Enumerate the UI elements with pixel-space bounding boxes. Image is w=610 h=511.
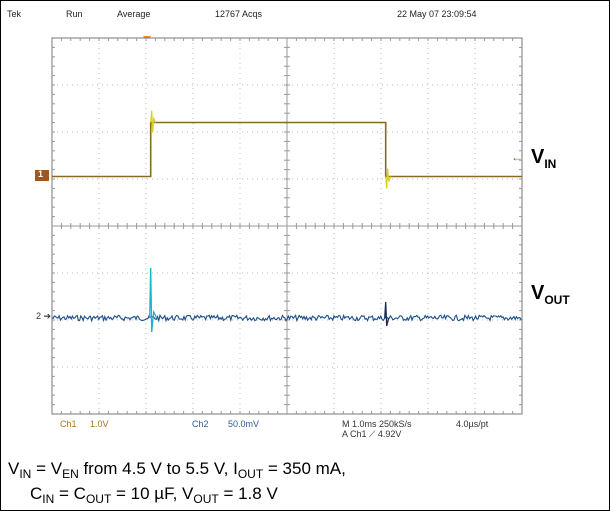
brand-label: Tek [7, 9, 22, 19]
sample-interval-readout: 4.0µs/pt [456, 419, 489, 429]
caption-text: C [30, 484, 43, 503]
ch2-readout-name: Ch2 [192, 419, 209, 429]
vout-label-sub: OUT [544, 293, 570, 307]
vin-label-main: V [531, 146, 545, 168]
ch2-marker-label: 2 [36, 311, 42, 321]
vin-trace [52, 121, 522, 178]
vin-rising-edge-ringing [150, 110, 157, 133]
caption-text: = 10 µF, V [111, 484, 194, 503]
caption-text: = C [54, 484, 86, 503]
caption-text: = 350 mA, [263, 459, 346, 478]
vin-label-sub: IN [544, 157, 557, 171]
timebase-readout: M 1.0ms 250kS/s [342, 419, 412, 429]
acquisition-mode: Average [117, 9, 151, 19]
caption-subscript: OUT [193, 492, 219, 506]
vout-trace [51, 313, 522, 323]
vout-label: VOUT [531, 283, 570, 310]
caption-text: V [8, 459, 20, 478]
caption-line-2: CIN = COUT = 10 µF, VOUT = 1.8 V [8, 484, 346, 509]
timestamp: 22 May 07 23:09:54 [397, 9, 477, 19]
ch1-ground-marker: 1 [35, 169, 49, 181]
vout-label-main: V [531, 282, 545, 304]
ch1-marker-label: 1 [38, 169, 44, 179]
caption-subscript: IN [19, 467, 32, 481]
caption-subscript: EN [62, 467, 79, 481]
caption-text: from 4.5 V to 5.5 V, I [78, 459, 238, 478]
acquisition-count: 12767 Acqs [215, 9, 263, 19]
figure-caption: VIN = VEN from 4.5 V to 5.5 V, IOUT = 35… [8, 459, 346, 509]
ch1-volts-per-div: 1.0V [90, 419, 109, 429]
ch2-volts-per-div: 50.0mV [228, 419, 260, 429]
caption-text: = V [31, 459, 63, 478]
run-status: Run [66, 9, 83, 19]
caption-subscript: OUT [237, 467, 264, 481]
caption-line-1: VIN = VEN from 4.5 V to 5.5 V, IOUT = 35… [8, 459, 346, 484]
vin-falling-edge-ringing [385, 168, 392, 189]
vout-transient-spike [149, 267, 158, 333]
ch2-ground-marker: 2 ➔ [36, 311, 52, 321]
caption-text: = 1.8 V [218, 484, 278, 503]
vout-transient-spike [384, 301, 390, 327]
trace-layer [51, 110, 522, 333]
vin-label: VIN [531, 147, 556, 174]
trigger-readout: A Ch1 ⟋ 4.92V [342, 429, 402, 439]
caption-subscript: OUT [85, 492, 112, 506]
ch1-readout-name: Ch1 [60, 419, 77, 429]
caption-subscript: IN [42, 492, 55, 506]
vin-level-arrow-icon: ← [511, 150, 523, 164]
